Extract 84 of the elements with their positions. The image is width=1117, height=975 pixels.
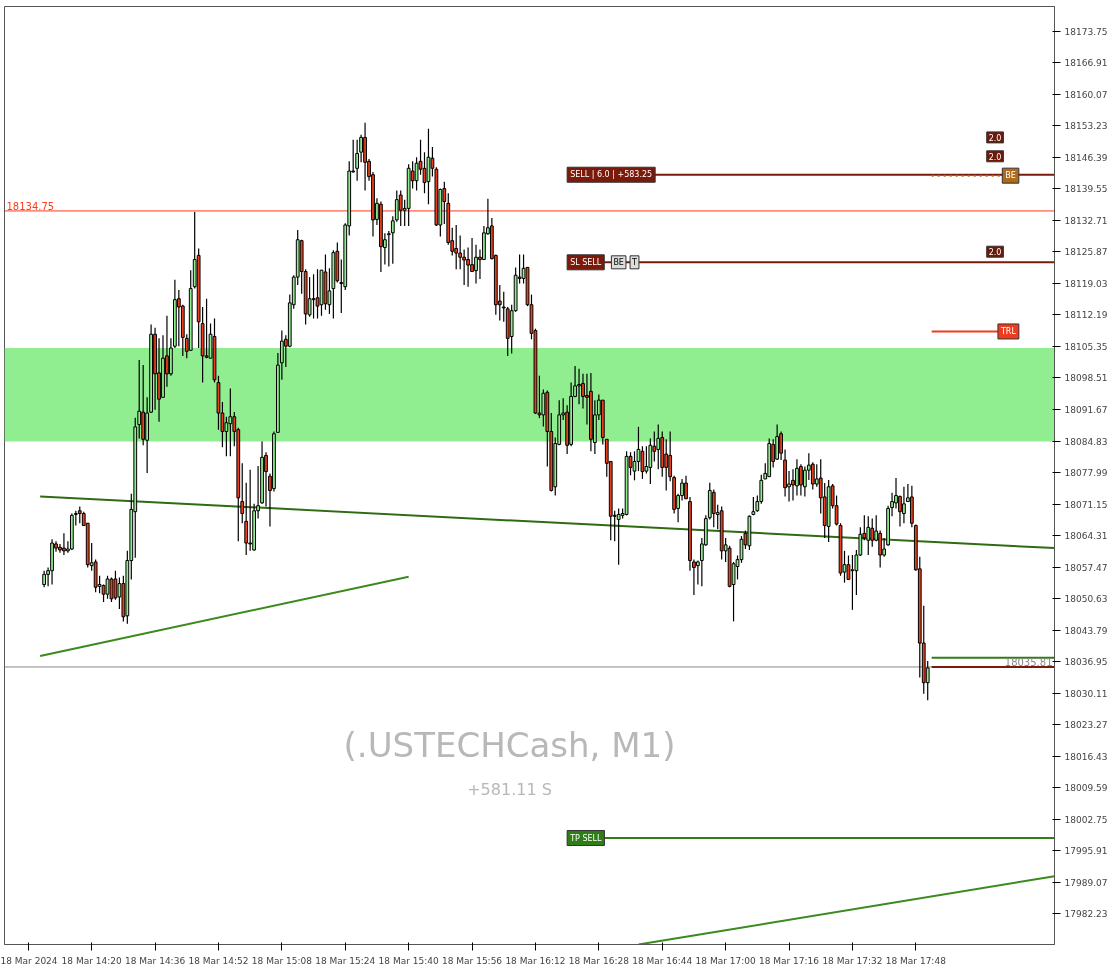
y-tick-label: 18064.31 — [1064, 531, 1108, 542]
y-tick-label: 18043.79 — [1064, 625, 1108, 636]
x-tick-label: 18 Mar 16:12 — [505, 955, 566, 966]
candlestick — [846, 554, 851, 581]
candlestick — [664, 438, 669, 492]
y-tick-label: 18009.59 — [1064, 783, 1108, 794]
series-label: TRL — [999, 326, 1017, 336]
x-tick-label: 18 Mar 15:24 — [315, 955, 376, 966]
x-tick-label: 18 Mar 14:36 — [125, 955, 186, 966]
y-tick-label: 18132.71 — [1064, 215, 1108, 226]
candlestick — [870, 518, 875, 548]
series-label: BE — [1005, 171, 1016, 181]
candlestick — [810, 461, 815, 491]
y-tick-label: 18125.87 — [1064, 247, 1108, 258]
candlestick — [616, 507, 621, 566]
candlestick — [454, 224, 459, 270]
x-tick-label: 18 Mar 14:20 — [61, 955, 122, 966]
candlestick — [577, 368, 581, 405]
x-tick-label: 18 Mar 17:48 — [885, 955, 947, 966]
series-label: SELL | 6.0 | +583.25 — [570, 170, 653, 180]
candlestick — [58, 543, 62, 554]
y-tick-label: 18016.43 — [1064, 751, 1108, 762]
y-tick-label: 18071.15 — [1064, 499, 1108, 510]
x-tick-label: 18 Mar 2024 — [0, 955, 58, 966]
y-tick-label: 18002.75 — [1064, 814, 1108, 825]
x-tick-label: 18 Mar 15:08 — [251, 955, 313, 966]
candlestick — [311, 273, 316, 320]
annotation: +581.11 S — [467, 780, 552, 799]
annotation: BE — [613, 257, 624, 267]
y-tick-label: 17995.91 — [1064, 846, 1108, 857]
annotation: 2.0 — [988, 133, 1002, 143]
candlestick — [799, 463, 803, 497]
annotation: 2.0 — [988, 248, 1002, 258]
candlestick — [105, 575, 110, 600]
y-tick-label: 18119.03 — [1064, 278, 1108, 289]
candlestick — [791, 468, 795, 502]
y-tick-label: 18112.19 — [1064, 310, 1108, 321]
candlestick — [398, 189, 403, 227]
candlestick — [644, 445, 649, 475]
candlestick — [315, 268, 320, 320]
ref-line-label: 18134.75 — [6, 200, 55, 212]
x-tick-label: 18 Mar 15:56 — [442, 955, 503, 966]
y-tick-label: 18166.91 — [1064, 58, 1108, 69]
x-tick-label: 18 Mar 16:44 — [632, 955, 693, 966]
y-tick-label: 18091.67 — [1064, 404, 1108, 415]
y-tick-label: 18160.07 — [1064, 89, 1108, 100]
y-tick-label: 18057.47 — [1064, 562, 1108, 573]
y-tick-label: 18105.35 — [1064, 341, 1108, 352]
y-tick-label: 18036.95 — [1064, 657, 1108, 668]
x-tick-label: 18 Mar 14:52 — [188, 955, 249, 966]
ref-line-label: 18035.81 — [1004, 656, 1053, 668]
y-tick-label: 18030.11 — [1064, 688, 1108, 699]
annotation: 2.0 — [988, 152, 1002, 162]
x-tick-label: 18 Mar 15:40 — [378, 955, 439, 966]
y-tick-label: 18153.23 — [1064, 121, 1108, 132]
annotation: (.USTECHCash, M1) — [343, 724, 676, 765]
y-tick-label: 18050.63 — [1064, 594, 1108, 605]
y-tick-label: 18098.51 — [1064, 373, 1108, 384]
annotation: T — [631, 257, 638, 267]
candlestick — [62, 532, 66, 556]
x-tick-label: 18 Mar 17:32 — [822, 955, 883, 966]
series-label: SL SELL — [570, 257, 602, 267]
y-tick-label: 17982.23 — [1064, 909, 1108, 920]
candlestick — [850, 554, 855, 611]
candlestick — [355, 139, 360, 182]
candlestick — [902, 486, 906, 524]
x-tick-label: 18 Mar 17:00 — [695, 955, 756, 966]
y-tick-label: 17989.07 — [1064, 877, 1108, 888]
y-tick-label: 18084.83 — [1064, 436, 1108, 447]
candlestick — [878, 529, 883, 569]
y-tick-label: 18023.27 — [1064, 720, 1108, 731]
y-tick-label: 18146.39 — [1064, 152, 1108, 163]
candlestick — [204, 298, 209, 359]
candlestick — [711, 488, 716, 528]
y-tick-label: 18139.55 — [1064, 184, 1108, 195]
candlestick — [113, 570, 118, 601]
x-tick-label: 18 Mar 16:28 — [568, 955, 630, 966]
y-tick-label: 18077.99 — [1064, 468, 1108, 479]
candlestick — [866, 515, 871, 556]
x-tick-label: 18 Mar 17:16 — [758, 955, 820, 966]
candlestick — [795, 458, 799, 497]
series-label: TP SELL — [569, 833, 602, 843]
y-tick-label: 18173.75 — [1064, 26, 1108, 37]
candlestick — [109, 577, 114, 603]
